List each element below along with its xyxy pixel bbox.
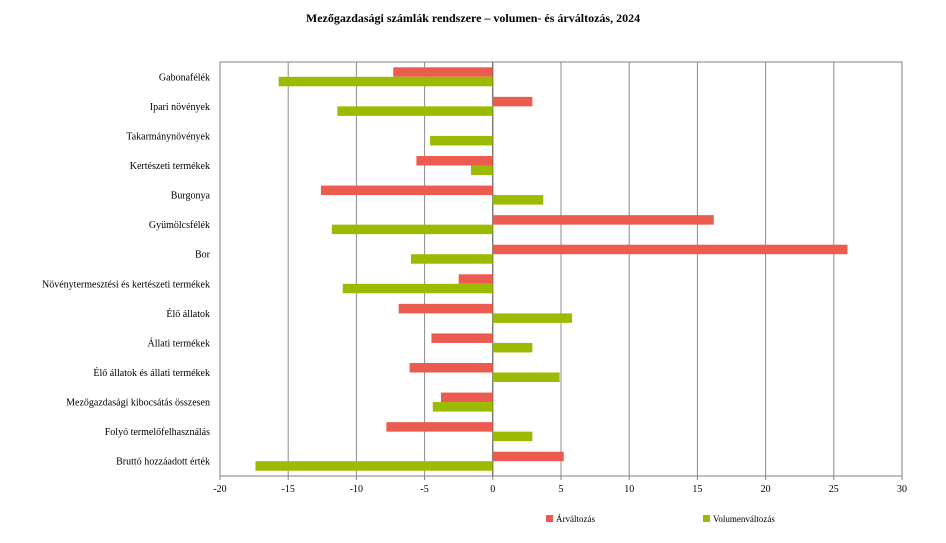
bar-price-change (386, 422, 493, 432)
legend-label-price: Árváltozás (556, 514, 595, 524)
bar-volume-change (492, 372, 560, 382)
category-label: Ipari növények (150, 102, 210, 113)
bar-price-change (393, 67, 493, 77)
category-labels: Gabonafélék Ipari növények Takarmánynövény… (42, 72, 211, 467)
category-label: Gabonafélék (159, 72, 210, 83)
category-label: Élő állatok (166, 308, 210, 320)
legend-swatch-volume (703, 515, 710, 522)
bar-volume-change (278, 76, 493, 87)
bar-price-change (409, 363, 493, 373)
bar-price-change (431, 333, 493, 343)
x-tick-label: -5 (420, 484, 428, 495)
bar-price-change (492, 215, 714, 225)
x-tick-label: -10 (350, 484, 363, 495)
category-label: Állati termékek (148, 337, 210, 349)
x-tick-label: 5 (559, 484, 564, 495)
bar-volume-change (337, 106, 493, 116)
bar-volume-change (432, 402, 493, 412)
bars (255, 67, 848, 471)
bar-volume-change (410, 254, 493, 264)
bar-price-change (398, 303, 493, 314)
x-tick-label: 20 (761, 484, 771, 495)
x-tick-label: 25 (829, 484, 839, 495)
bar-volume-change (342, 283, 493, 294)
x-tick-label: 10 (624, 484, 634, 495)
bar-volume-change (255, 461, 493, 471)
bar-price-change (492, 244, 848, 255)
category-label: Növénytermesztési és kertészeti termékek (42, 279, 210, 290)
legend: Árváltozás Volumenváltozás (546, 514, 775, 524)
x-tick-label: -20 (213, 484, 226, 495)
x-tick-label: 30 (897, 484, 907, 495)
chart-title: Mezőgazdasági számlák rendszere – volume… (306, 11, 640, 25)
bar-volume-change (492, 195, 544, 205)
bar-volume-change (430, 135, 493, 146)
x-tick-label: 15 (692, 484, 702, 495)
bar-volume-change (492, 431, 533, 442)
category-label: Folyó termelőfelhasználás (105, 427, 210, 438)
category-label: Burgonya (171, 191, 211, 202)
x-tick-label: -15 (282, 484, 295, 495)
bar-price-change (458, 274, 493, 284)
bar-price-change (492, 96, 533, 107)
bar-volume-change (492, 342, 533, 353)
category-label: Élő állatok és állati termékek (93, 367, 210, 379)
category-label: Takarmánynövények (126, 131, 210, 142)
category-label: Mezőgazdasági kibocsátás összesen (66, 398, 210, 409)
bar-price-change (416, 156, 493, 166)
bar-price-change (492, 451, 564, 462)
bar-volume-change (492, 313, 572, 323)
category-label: Bor (195, 250, 211, 261)
bar-price-change (320, 185, 493, 196)
category-label: Bruttó hozzáadott érték (116, 457, 210, 468)
gridlines (287, 62, 835, 476)
legend-swatch-price (546, 515, 553, 522)
x-tick-label: 0 (490, 484, 495, 495)
category-label: Kertészeti termékek (130, 161, 210, 172)
legend-label-volume: Volumenváltozás (713, 514, 775, 524)
bar-volume-change (331, 224, 493, 235)
category-label: Gyümölcsfélék (149, 220, 210, 231)
x-axis-ticks: -20 -15 -10 -5 0 5 10 15 20 25 30 (213, 476, 907, 495)
bar-price-change (440, 392, 493, 403)
bar-volume-change (470, 165, 493, 175)
